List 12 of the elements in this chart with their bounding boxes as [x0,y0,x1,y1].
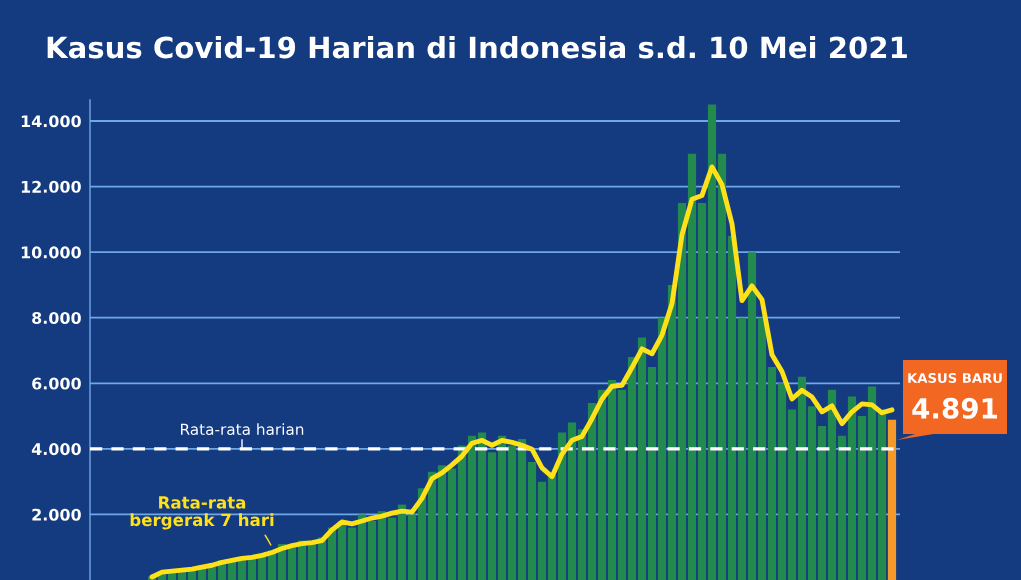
chart-title: Kasus Covid-19 Harian di Indonesia s.d. 10 Mei 2021 [47,35,907,59]
text: 4.891 [912,397,998,419]
y-tick-label: 14.000 [21,115,81,128]
ref-line-label: Rata-rata harian [181,423,304,436]
y-tick-label: 4.000 [31,443,81,456]
y-tick-label: 2.000 [32,508,81,521]
series-label: Rata-rata bergerak 7 hari [130,496,274,530]
y-tick-label: 6.000 [32,377,81,390]
y-tick-label: 12.000 [21,180,81,193]
y-tick-label: 10.000 [21,246,81,259]
text: KASUS BARU [908,372,1002,383]
y-tick-label: 8.000 [32,311,81,324]
